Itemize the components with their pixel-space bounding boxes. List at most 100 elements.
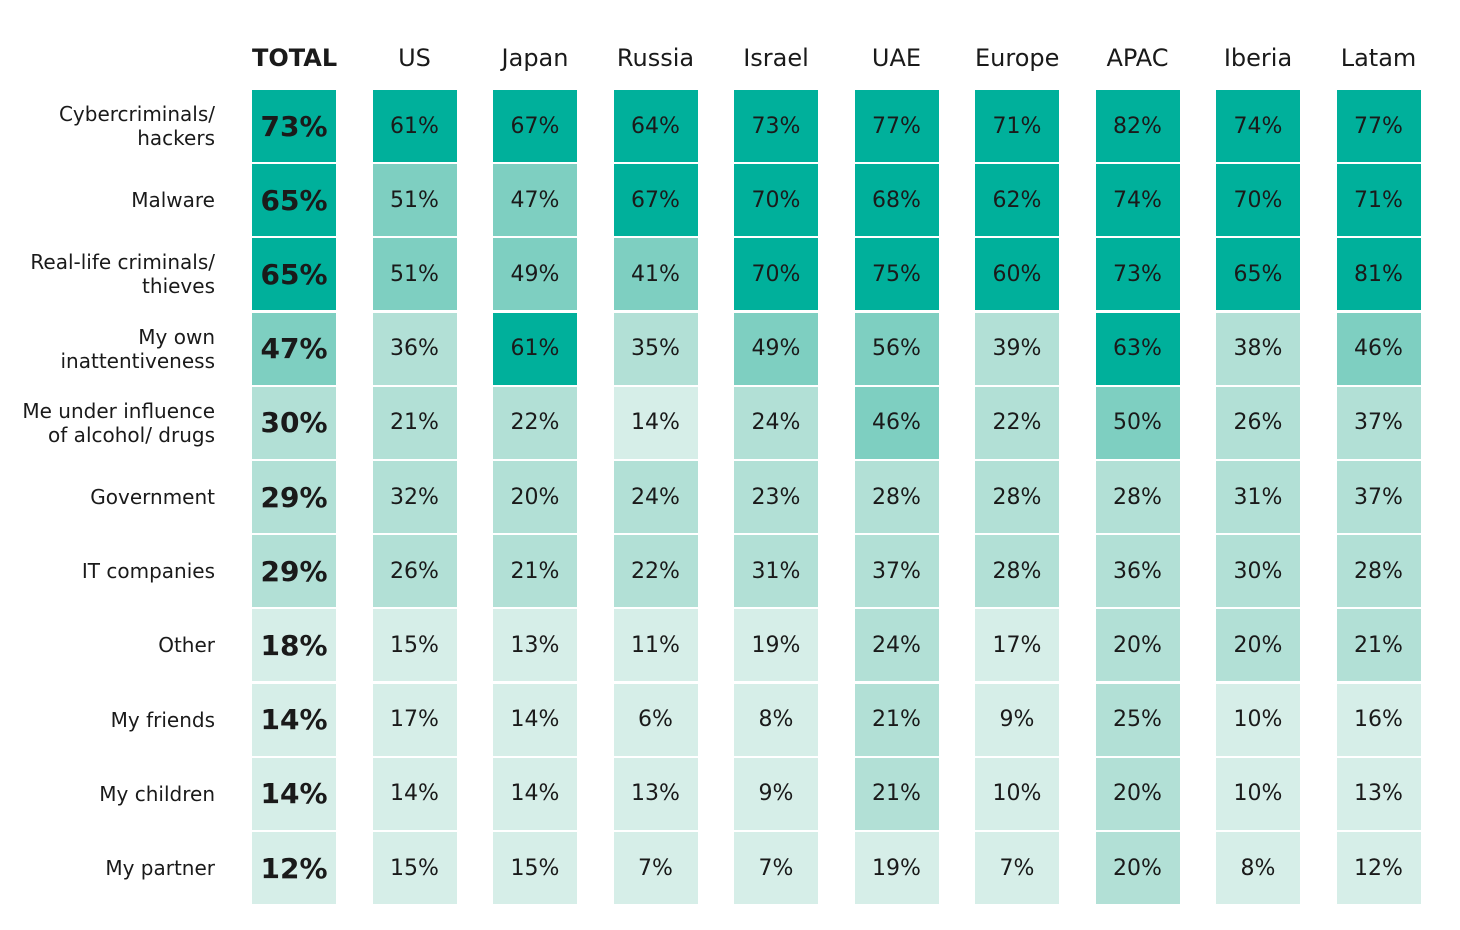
heatmap-cell: 12% [1336, 832, 1421, 904]
heatmap-cell: 51% [372, 164, 457, 237]
total-cell: 47% [252, 312, 336, 385]
heatmap-cell: 31% [1216, 461, 1300, 533]
heatmap-cell: 21% [372, 386, 457, 459]
heatmap-cell: 71% [1336, 164, 1421, 237]
column-header-latam: Latam [1340, 44, 1417, 72]
row-label-line: Malware [131, 188, 215, 213]
heatmap-cell: 50% [1095, 386, 1180, 459]
column-header-iberia: Iberia [1223, 44, 1293, 72]
heatmap-cell: 13% [613, 757, 698, 830]
heatmap-cell: 24% [734, 386, 818, 459]
row-label-line: My own [138, 324, 215, 349]
heatmap-cell: 14% [493, 683, 577, 756]
heatmap-cell: 28% [1095, 461, 1180, 533]
heatmap-cell: 10% [975, 757, 1059, 830]
heatmap-cell: 49% [493, 238, 577, 311]
heatmap-cell: 28% [975, 535, 1059, 608]
heatmap-cell: 70% [734, 238, 818, 311]
heatmap-cell: 61% [493, 312, 577, 385]
heatmap-cell: 17% [372, 683, 457, 756]
heatmap-cell: 19% [734, 609, 818, 682]
heatmap-cell: 20% [1216, 609, 1300, 682]
heatmap-cell: 62% [975, 164, 1059, 237]
heatmap-cell: 28% [1336, 535, 1421, 608]
total-cell: 65% [252, 164, 336, 237]
heatmap-cell: 61% [372, 90, 457, 162]
row-label: Other [0, 609, 215, 681]
column-header-apac: APAC [1106, 44, 1169, 72]
row-label: My own inattentiveness [0, 313, 215, 385]
heatmap-cell: 9% [734, 757, 818, 830]
heatmap-cell: 7% [975, 832, 1059, 904]
total-cell: 29% [252, 461, 336, 533]
heatmap-cell: 35% [613, 312, 698, 385]
heatmap-cell: 77% [1336, 90, 1421, 162]
column-header-russia: Russia [616, 44, 695, 72]
heatmap-cell: 8% [734, 683, 818, 756]
heatmap-cell: 11% [613, 609, 698, 682]
heatmap-cell: 49% [734, 312, 818, 385]
heatmap-cell: 73% [734, 90, 818, 162]
heatmap-cell: 23% [734, 461, 818, 533]
row-label-line: Other [158, 633, 215, 658]
row-label-line: Cybercriminals/ [58, 102, 215, 126]
heatmap-cell: 60% [975, 238, 1059, 311]
row-label-line: Government [90, 485, 215, 509]
heatmap-cell: 14% [493, 757, 577, 830]
heatmap-cell: 24% [854, 609, 939, 682]
heatmap-cell: 28% [854, 461, 939, 533]
heatmap-cell: 22% [493, 386, 577, 459]
heatmap-cell: 51% [372, 238, 457, 311]
heatmap-cell: 26% [372, 535, 457, 608]
heatmap-cell: 32% [372, 461, 457, 533]
heatmap-cell: 67% [493, 90, 577, 162]
heatmap-cell: 36% [1095, 535, 1180, 608]
row-label: IT companies [0, 535, 215, 607]
heatmap-cell: 22% [613, 535, 698, 608]
total-cell: 18% [252, 609, 336, 682]
heatmap-cell: 70% [734, 164, 818, 237]
heatmap-cell: 71% [975, 90, 1059, 162]
row-label-line: Me under influence [22, 398, 215, 423]
heatmap-cell: 31% [734, 535, 818, 608]
heatmap-cell: 56% [854, 312, 939, 385]
heatmap-cell: 25% [1095, 683, 1180, 756]
heatmap-cell: 19% [854, 832, 939, 904]
column-header-uae: UAE [871, 44, 922, 72]
row-label-line: My partner [105, 856, 215, 880]
row-label-line: My friends [110, 707, 215, 732]
heatmap-cell: 24% [613, 461, 698, 533]
row-label-line: hackers [137, 126, 215, 150]
heatmap-cell: 20% [1095, 609, 1180, 682]
heatmap-cell: 15% [372, 609, 457, 682]
heatmap-cell: 46% [854, 386, 939, 459]
heatmap-cell: 73% [1095, 238, 1180, 311]
heatmap-cell: 37% [1336, 461, 1421, 533]
row-label: My friends [0, 684, 215, 756]
heatmap-cell: 74% [1216, 90, 1300, 162]
heatmap-cell: 22% [975, 386, 1059, 459]
heatmap-cell: 46% [1336, 312, 1421, 385]
heatmap-cell: 38% [1216, 312, 1300, 385]
heatmap-cell: 65% [1216, 238, 1300, 311]
heatmap-cell: 37% [1336, 386, 1421, 459]
heatmap-cell: 14% [613, 386, 698, 459]
heatmap-cell: 17% [975, 609, 1059, 682]
column-header-israel: Israel [743, 44, 809, 72]
heatmap-cell: 6% [613, 683, 698, 756]
heatmap-cell: 15% [372, 832, 457, 904]
row-label-line: My children [99, 781, 215, 806]
heatmap-cell: 67% [613, 164, 698, 237]
row-label: My children [0, 758, 215, 830]
heatmap-cell: 10% [1216, 757, 1300, 830]
heatmap-cell: 13% [1336, 757, 1421, 830]
heatmap-cell: 20% [1095, 757, 1180, 830]
heatmap-cell: 28% [975, 461, 1059, 533]
heatmap-cell: 63% [1095, 312, 1180, 385]
column-header-us: US [398, 44, 431, 72]
heatmap-cell: 14% [372, 757, 457, 830]
total-cell: 73% [252, 90, 336, 162]
row-label-line: Real-life criminals/ [30, 250, 215, 275]
row-label: Government [0, 461, 215, 533]
